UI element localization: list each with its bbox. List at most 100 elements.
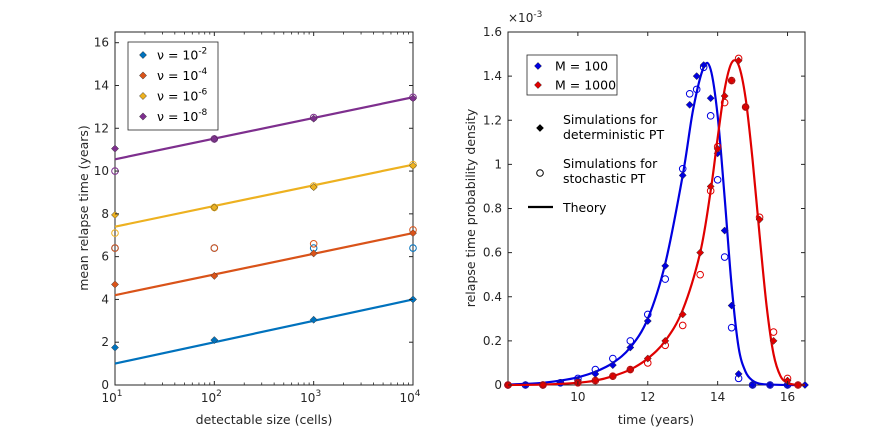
left-y-tick-label: 4	[101, 292, 109, 306]
right-stochastic-point	[685, 89, 694, 98]
right-y-tick-label: 1.2	[483, 113, 502, 127]
right-y-tick-label: 0.4	[483, 290, 502, 304]
right-x-label: time (years)	[618, 412, 694, 427]
left-y-tick-label: 2	[101, 335, 109, 349]
left-legend-marker	[139, 51, 147, 59]
right-stochastic-point	[713, 176, 722, 184]
right-deterministic-point	[643, 317, 652, 325]
left-deterministic-point	[111, 343, 119, 352]
left-x-label: detectable size (cells)	[196, 412, 333, 427]
right-legend-stochastic-line2: stochastic PT	[563, 171, 646, 186]
right-deterministic-point	[794, 381, 802, 389]
right-x-tick-label: 10	[570, 390, 585, 404]
left-theory-line-0	[114, 298, 414, 365]
left-stochastic-point	[111, 229, 119, 237]
right-x-tick-label: 14	[710, 390, 725, 404]
right-legend-stochastic-line1: Simulations for	[563, 156, 658, 171]
right-deterministic-point	[608, 361, 617, 370]
left-chart: 101 102 103 104 0 2 4 6 8 10 12 14 16 detectable siz…	[76, 31, 421, 427]
right-deterministic-point	[643, 354, 652, 363]
right-chart: 10 12 14 16 0 0.2 0.4 0.6 0.8 1 1.2 1.4 1.6 ×10-3 ti…	[463, 10, 809, 427]
left-deterministic-point	[309, 114, 318, 123]
right-y-tick-label: 0.6	[483, 246, 502, 260]
right-deterministic-point	[720, 92, 729, 100]
left-deterministic-point	[111, 144, 119, 153]
right-deterministic-point	[661, 261, 670, 270]
left-deterministic-point	[409, 161, 417, 170]
right-legend-stochastic-marker	[536, 169, 544, 177]
left-deterministic-point	[210, 135, 219, 143]
left-y-tick-label: 12	[94, 121, 109, 135]
left-y-tick-label: 14	[94, 78, 109, 92]
left-stochastic-point	[409, 244, 417, 252]
right-deterministic-point	[538, 381, 547, 389]
right-deterministic-point	[699, 61, 708, 70]
right-deterministic-point	[608, 372, 617, 381]
right-legend-marker	[534, 81, 542, 89]
right-deterministic-point	[626, 365, 635, 374]
right-y-tick-label: 0.8	[483, 202, 502, 216]
left-deterministic-point	[111, 280, 119, 289]
left-deterministic-point	[309, 249, 318, 258]
left-y-tick-label: 16	[94, 36, 109, 50]
right-deterministic-point	[766, 381, 775, 389]
right-deterministic-point	[713, 144, 722, 153]
left-legend-label: ν = 10-8	[157, 108, 208, 124]
right-legend-theory-label: Theory	[562, 200, 607, 215]
right-stochastic-point	[727, 323, 736, 332]
left-x-tick-label: 102	[201, 389, 222, 405]
right-stochastic-point	[706, 112, 715, 120]
right-legend-deterministic-line1: Simulations for	[563, 112, 658, 127]
right-deterministic-point	[734, 56, 743, 65]
right-y-tick-label: 0	[494, 378, 502, 392]
right-deterministic-point	[706, 94, 715, 103]
right-deterministic-point	[727, 301, 736, 310]
right-deterministic-point	[769, 336, 778, 345]
left-y-label: mean relapse time (years)	[76, 125, 91, 291]
right-y-tick-label: 1.4	[483, 69, 502, 83]
right-legend-box	[526, 54, 618, 96]
right-legend-label: M = 100	[555, 59, 608, 74]
left-theory-line-1	[114, 232, 414, 297]
left-theory-line-3	[114, 96, 414, 161]
left-deterministic-point	[210, 271, 219, 280]
left-deterministic-point	[309, 315, 318, 324]
left-legend-marker	[139, 112, 147, 121]
right-x-tick-label: 16	[780, 390, 795, 404]
left-deterministic-point	[210, 203, 219, 212]
right-deterministic-point	[748, 381, 757, 389]
left-legend-label: ν = 10-4	[157, 67, 208, 83]
right-deterministic-point	[741, 103, 750, 111]
left-legend-label: ν = 10-6	[157, 88, 208, 104]
right-x-tick-label: 12	[640, 390, 655, 404]
right-deterministic-point	[727, 76, 736, 85]
right-deterministic-point	[755, 215, 764, 224]
left-legend: ν = 10-2 ν = 10-4 ν = 10-6 ν = 10-8	[127, 41, 219, 131]
right-y-multiplier: ×10-3	[508, 10, 542, 25]
left-stochastic-point	[210, 244, 219, 252]
right-deterministic-point	[626, 343, 635, 352]
right-legend-deterministic-line2: deterministic PT	[563, 127, 664, 142]
left-deterministic-point	[309, 183, 318, 192]
right-y-label: relapse time probability density	[463, 108, 478, 307]
left-legend-label: ν = 10-2	[157, 47, 207, 63]
left-stochastic-point	[111, 244, 119, 252]
right-deterministic-point	[678, 171, 687, 180]
right-legend-marker	[534, 62, 542, 70]
left-y-tick-label: 0	[101, 378, 109, 392]
left-deterministic-point	[409, 94, 417, 103]
right-deterministic-point	[661, 336, 670, 345]
left-x-tick-label: 101	[101, 389, 122, 405]
right-deterministic-point	[696, 248, 705, 257]
left-y-tick-label: 6	[101, 250, 109, 264]
left-legend-marker	[139, 92, 147, 100]
right-deterministic-point	[706, 182, 715, 191]
right-deterministic-point	[734, 370, 743, 378]
left-deterministic-point	[409, 229, 417, 238]
right-deterministic-point	[678, 310, 687, 319]
right-stochastic-point	[720, 253, 729, 261]
right-y-tick-label: 0.2	[483, 334, 502, 348]
right-y-tick-label: 1.6	[483, 25, 502, 39]
left-deterministic-point	[210, 336, 219, 345]
